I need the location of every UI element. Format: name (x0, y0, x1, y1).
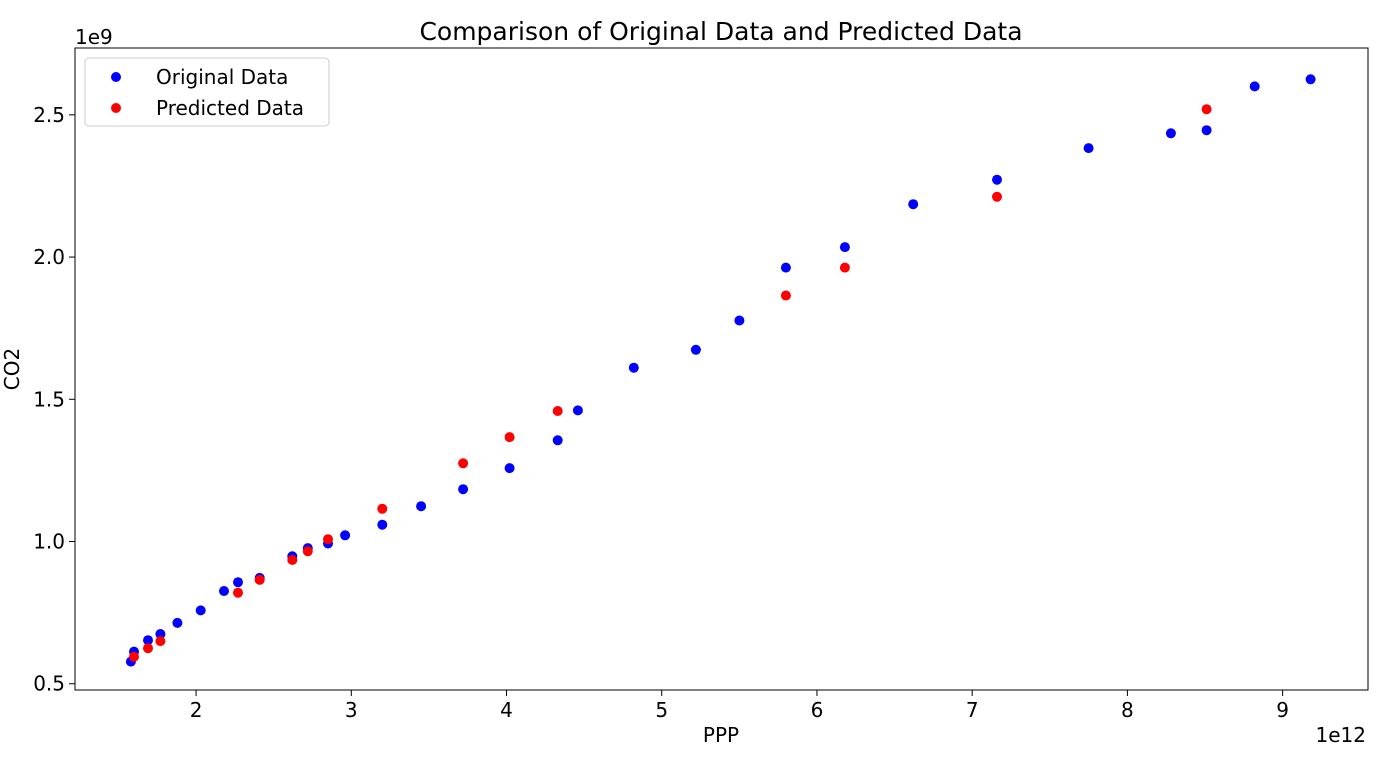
x-axis-offset-label: 1e12 (1316, 723, 1366, 747)
predicted-data-point-15 (1201, 104, 1212, 115)
predicted-data-point-9 (458, 458, 469, 469)
predicted-data-point-5 (287, 555, 298, 565)
predicted-data-point-3 (233, 587, 243, 598)
y-axis-label: CO2 (0, 348, 24, 390)
y-tick-label: 0.5 (33, 672, 65, 696)
original-data-point-14 (416, 501, 427, 512)
legend: Original Data Predicted Data (84, 57, 330, 127)
x-tick-label: 7 (966, 698, 979, 722)
predicted-data-point-13 (839, 262, 850, 273)
y-tick-label: 1.0 (33, 530, 65, 554)
predicted-data-point-11 (552, 406, 563, 416)
original-data-point-22 (780, 262, 791, 273)
y-tick-label: 2.0 (33, 245, 65, 269)
original-data-point-13 (377, 519, 388, 530)
original-data-point-3 (155, 629, 166, 639)
legend-box (84, 57, 330, 127)
plot-points (125, 74, 1316, 667)
original-data-point-5 (195, 605, 206, 616)
original-data-point-17 (552, 435, 563, 446)
original-data-point-21 (734, 315, 745, 326)
predicted-data-point-12 (780, 290, 791, 301)
predicted-data-point-6 (302, 546, 313, 557)
chart-title: Comparison of Original Data and Predicte… (419, 17, 1022, 46)
original-data-point-30 (1305, 74, 1316, 85)
predicted-data-point-14 (992, 191, 1002, 202)
original-data-point-26 (1083, 143, 1094, 154)
original-data-point-28 (1201, 125, 1212, 136)
legend-marker-original (111, 72, 121, 82)
original-data-point-20 (690, 344, 701, 355)
x-axis-label: PPP (703, 723, 739, 747)
original-data-point-2 (143, 635, 153, 646)
y-tick-label: 2.5 (33, 103, 65, 127)
plot-frame (74, 47, 1369, 691)
predicted-data-point-2 (155, 636, 166, 647)
y-axis-ticks: 0.5 1.0 1.5 2.0 2.5 (33, 103, 75, 696)
x-tick-label: 6 (811, 698, 824, 722)
x-tick-label: 8 (1121, 698, 1134, 722)
original-data-point-24 (908, 199, 919, 210)
original-data-point-29 (1249, 81, 1260, 92)
original-data-point-19 (628, 362, 639, 373)
x-axis-ticks: 2 3 4 5 6 7 8 9 (190, 690, 1289, 722)
predicted-data-point-4 (254, 574, 265, 585)
original-data-point-15 (458, 484, 469, 495)
predicted-data-point-7 (323, 534, 333, 545)
original-data-point-18 (572, 405, 583, 416)
original-data-point-7 (233, 577, 243, 588)
predicted-data-point-0 (129, 651, 139, 662)
original-data-point-27 (1165, 128, 1176, 139)
predicted-data-point-10 (504, 432, 515, 443)
original-data-point-23 (839, 242, 850, 253)
y-tick-label: 1.5 (33, 387, 65, 411)
predicted-data-point-1 (143, 643, 153, 654)
legend-label-predicted: Predicted Data (156, 96, 304, 120)
x-tick-label: 9 (1276, 698, 1289, 722)
original-data-point-25 (992, 174, 1002, 185)
original-data-point-4 (172, 617, 183, 628)
x-tick-label: 4 (500, 698, 513, 722)
x-tick-label: 5 (655, 698, 668, 722)
original-data-point-6 (219, 586, 229, 596)
x-tick-label: 2 (190, 698, 203, 722)
legend-label-original: Original Data (156, 65, 288, 89)
x-tick-label: 3 (345, 698, 358, 722)
original-data-point-16 (504, 463, 515, 474)
y-axis-offset-label: 1e9 (75, 25, 113, 49)
legend-marker-predicted (111, 103, 121, 113)
predicted-data-point-8 (377, 503, 388, 514)
original-data-point-12 (340, 530, 351, 541)
